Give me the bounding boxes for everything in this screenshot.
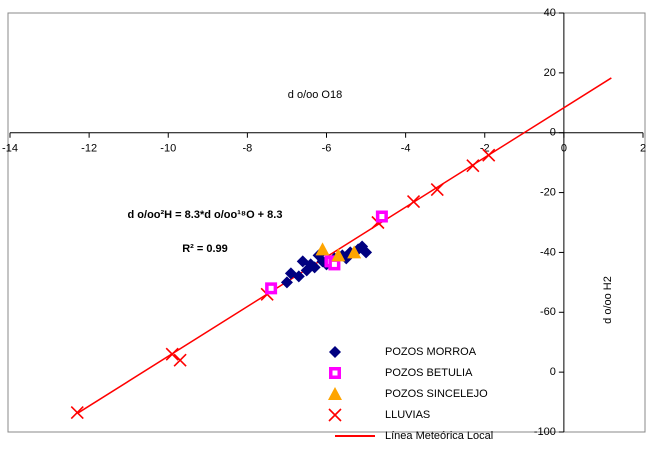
y-tick-label: -100 <box>534 426 556 438</box>
point <box>292 270 305 283</box>
legend-marker <box>328 387 342 400</box>
legend-label: POZOS BETULIA <box>385 367 473 379</box>
point <box>70 405 84 420</box>
x-tick-label: -10 <box>160 143 176 155</box>
x-tick-label: -6 <box>322 143 332 155</box>
y-tick-label: 0 <box>550 127 556 139</box>
y-tick-label: 20 <box>544 67 556 79</box>
x-tick-label: 2 <box>640 143 646 155</box>
point-inner <box>330 260 338 268</box>
x-tick-label: -14 <box>2 143 18 155</box>
point <box>331 248 346 262</box>
x-tick-label: -8 <box>242 143 252 155</box>
legend-marker-inner <box>331 369 339 377</box>
point <box>173 353 187 367</box>
legend-marker <box>329 346 341 358</box>
legend-label: Línea Meteórica Local <box>385 430 493 442</box>
point-inner <box>267 284 275 292</box>
x-tick-label: -12 <box>81 143 97 155</box>
point <box>430 183 444 197</box>
point <box>296 255 309 268</box>
r-squared: R² = 0.99 <box>182 243 228 255</box>
point <box>466 159 480 173</box>
legend-marker <box>328 408 342 422</box>
point <box>308 261 321 274</box>
point <box>165 347 179 361</box>
x-tick-label: -4 <box>401 143 411 155</box>
y-tick-label: -60 <box>540 306 556 318</box>
legend-label: LLUVIAS <box>385 409 430 421</box>
equation: d o/oo²H = 8.3*d o/oo¹⁸O + 8.3 <box>128 209 283 221</box>
legend-label: POZOS SINCELEJO <box>385 388 488 400</box>
legend-label: POZOS MORROA <box>385 346 477 358</box>
y-axis-title: d o/oo H2 <box>602 276 614 324</box>
y-tick-label: -40 <box>540 246 556 258</box>
point <box>482 148 496 162</box>
fit-line <box>76 77 612 415</box>
y-tick-label: -20 <box>540 186 556 198</box>
plot-frame <box>7 12 646 433</box>
point <box>347 245 362 259</box>
point <box>406 194 421 209</box>
point <box>360 246 373 259</box>
x-axis-title: d o/oo O18 <box>288 89 342 101</box>
x-tick-label: 0 <box>561 143 567 155</box>
x-tick-label: -2 <box>480 143 490 155</box>
y-tick-label: 0 <box>550 366 556 378</box>
point <box>280 276 293 289</box>
y-tick-label: 40 <box>544 7 556 19</box>
point <box>315 242 330 256</box>
point-inner <box>378 213 386 221</box>
